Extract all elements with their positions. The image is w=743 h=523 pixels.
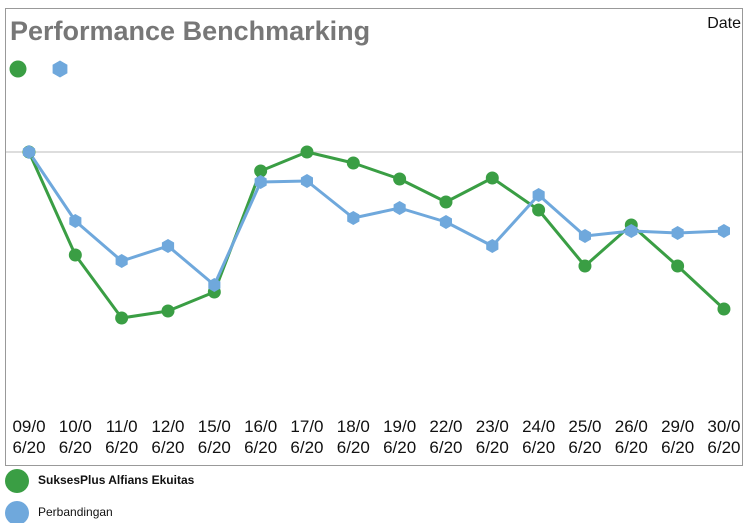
data-point (717, 224, 730, 238)
chart-title: Performance Benchmarking (10, 16, 370, 46)
data-point (439, 215, 452, 229)
data-point (254, 164, 268, 178)
data-point (68, 248, 82, 262)
legend-icon (9, 60, 27, 78)
x-tick-label: 22/06/20 (429, 417, 463, 457)
x-tick-label: 17/06/20 (290, 417, 324, 457)
x-tick-label: 30/06/20 (707, 417, 741, 457)
x-tick-label: 19/06/20 (383, 417, 417, 457)
data-point (532, 203, 546, 217)
x-tick-label: 26/06/20 (614, 417, 648, 457)
legend-label: SuksesPlus Alfians Ekuitas (38, 473, 195, 487)
data-point (69, 214, 82, 228)
data-point (300, 145, 314, 159)
data-point (115, 254, 128, 268)
data-point (532, 188, 545, 202)
data-point (300, 174, 313, 188)
data-point (486, 239, 499, 253)
x-tick-label: 16/06/20 (244, 417, 278, 457)
data-point (161, 239, 175, 253)
data-point (115, 311, 129, 325)
data-point (578, 229, 591, 243)
x-tick-label: 12/06/20 (151, 417, 185, 457)
x-tick-label: 23/06/20 (475, 417, 509, 457)
data-point (254, 175, 267, 189)
data-point (439, 195, 453, 209)
data-point (671, 226, 684, 240)
data-point (671, 259, 685, 273)
data-point (208, 278, 221, 292)
data-point (625, 224, 638, 238)
x-tick-label: 24/06/20 (522, 417, 556, 457)
legend-icon (52, 60, 68, 78)
data-point (22, 145, 36, 159)
x-tick-label: 25/06/20 (568, 417, 602, 457)
data-point (393, 172, 407, 186)
data-point (346, 156, 360, 170)
data-point (161, 304, 175, 318)
series-line (27, 150, 725, 320)
x-tick-label: 15/06/20 (197, 417, 231, 457)
data-point (578, 259, 592, 273)
legend-label: Perbandingan (38, 505, 113, 519)
data-point (347, 211, 360, 225)
x-tick-label: 10/06/20 (58, 417, 92, 457)
x-tick-label: 11/06/20 (105, 417, 139, 457)
data-point (485, 171, 499, 185)
x-tick-label: 18/06/20 (336, 417, 370, 457)
date-label: Date (707, 15, 741, 32)
x-tick-label: 09/06/20 (12, 417, 46, 457)
data-point (717, 302, 731, 316)
x-tick-label: 29/06/20 (661, 417, 695, 457)
legend-swatch (5, 469, 29, 493)
data-point (393, 201, 406, 215)
legend-swatch (5, 501, 29, 523)
series-line (27, 151, 725, 287)
